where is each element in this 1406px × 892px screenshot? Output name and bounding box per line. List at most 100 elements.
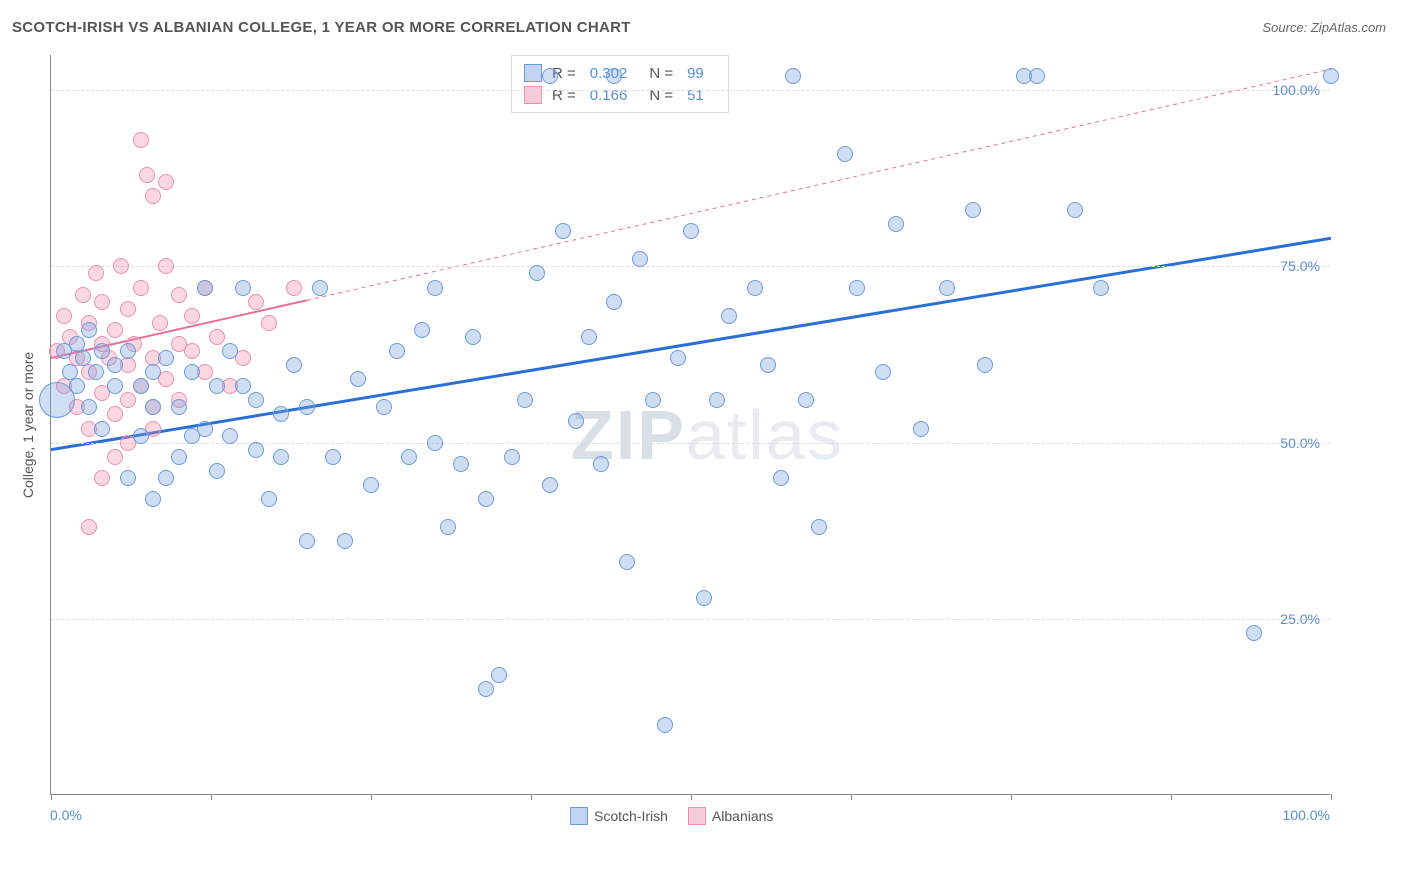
scatter-point bbox=[1323, 68, 1339, 84]
scatter-point bbox=[107, 357, 123, 373]
scatter-point bbox=[760, 357, 776, 373]
scatter-point bbox=[632, 251, 648, 267]
chart-title: SCOTCH-IRISH VS ALBANIAN COLLEGE, 1 YEAR… bbox=[12, 19, 631, 36]
scatter-point bbox=[171, 399, 187, 415]
scatter-point bbox=[670, 350, 686, 366]
scatter-point bbox=[184, 364, 200, 380]
stat-label-r: R = bbox=[552, 87, 576, 104]
scatter-point bbox=[113, 258, 129, 274]
scatter-point bbox=[837, 146, 853, 162]
swatch-icon bbox=[688, 807, 706, 825]
scatter-point bbox=[273, 406, 289, 422]
scatter-point bbox=[1246, 625, 1262, 641]
scatter-point bbox=[209, 329, 225, 345]
scatter-point bbox=[1067, 202, 1083, 218]
scatter-point bbox=[197, 421, 213, 437]
scatter-point bbox=[107, 322, 123, 338]
scatter-point bbox=[888, 216, 904, 232]
scatter-point bbox=[235, 378, 251, 394]
scatter-point bbox=[94, 421, 110, 437]
plot-area: ZIPatlas R =0.302 N =99 R =0.166 N =51 2… bbox=[50, 55, 1330, 795]
x-tick bbox=[851, 794, 852, 800]
scatter-point bbox=[171, 449, 187, 465]
scatter-point bbox=[427, 435, 443, 451]
legend-label: Albanians bbox=[712, 808, 774, 824]
scatter-point bbox=[785, 68, 801, 84]
x-tick bbox=[1331, 794, 1332, 800]
scatter-point bbox=[273, 449, 289, 465]
scatter-point bbox=[107, 406, 123, 422]
x-tick bbox=[691, 794, 692, 800]
scatter-point bbox=[209, 463, 225, 479]
scatter-point bbox=[145, 364, 161, 380]
y-tick-label: 75.0% bbox=[1280, 258, 1320, 274]
swatch-icon bbox=[524, 64, 542, 82]
legend-bottom: Scotch-Irish Albanians bbox=[570, 807, 773, 825]
scatter-point bbox=[133, 132, 149, 148]
scatter-point bbox=[939, 280, 955, 296]
scatter-point bbox=[453, 456, 469, 472]
gridline bbox=[51, 90, 1330, 91]
scatter-point bbox=[875, 364, 891, 380]
scatter-point bbox=[414, 322, 430, 338]
scatter-point bbox=[299, 533, 315, 549]
stat-n-value: 51 bbox=[687, 87, 704, 104]
scatter-point bbox=[145, 188, 161, 204]
y-tick-label: 50.0% bbox=[1280, 435, 1320, 451]
stat-label-n: N = bbox=[649, 65, 673, 82]
scatter-point bbox=[120, 392, 136, 408]
legend-item: Scotch-Irish bbox=[570, 807, 668, 825]
legend-label: Scotch-Irish bbox=[594, 808, 668, 824]
scatter-point bbox=[94, 470, 110, 486]
scatter-point bbox=[389, 343, 405, 359]
scatter-point bbox=[913, 421, 929, 437]
scatter-point bbox=[75, 287, 91, 303]
scatter-point bbox=[261, 491, 277, 507]
scatter-point bbox=[184, 308, 200, 324]
scatter-point bbox=[88, 364, 104, 380]
scatter-point bbox=[145, 399, 161, 415]
scatter-point bbox=[465, 329, 481, 345]
scatter-point bbox=[440, 519, 456, 535]
x-tick bbox=[211, 794, 212, 800]
scatter-point bbox=[568, 413, 584, 429]
x-tick bbox=[1011, 794, 1012, 800]
scatter-point bbox=[811, 519, 827, 535]
swatch-icon bbox=[524, 86, 542, 104]
scatter-point bbox=[747, 280, 763, 296]
scatter-point bbox=[81, 322, 97, 338]
scatter-point bbox=[721, 308, 737, 324]
scatter-point bbox=[798, 392, 814, 408]
scatter-point bbox=[152, 315, 168, 331]
scatter-point bbox=[158, 174, 174, 190]
y-tick-label: 25.0% bbox=[1280, 611, 1320, 627]
scatter-point bbox=[619, 554, 635, 570]
scatter-point bbox=[56, 308, 72, 324]
x-tick bbox=[371, 794, 372, 800]
watermark-suffix: atlas bbox=[686, 396, 844, 474]
scatter-point bbox=[197, 280, 213, 296]
stats-row-series-1: R =0.166 N =51 bbox=[524, 84, 716, 106]
chart-header: SCOTCH-IRISH VS ALBANIAN COLLEGE, 1 YEAR… bbox=[0, 0, 1406, 50]
x-tick bbox=[1171, 794, 1172, 800]
scatter-point bbox=[286, 280, 302, 296]
scatter-point bbox=[645, 392, 661, 408]
scatter-point bbox=[555, 223, 571, 239]
trend-lines-svg bbox=[51, 55, 1331, 795]
scatter-point bbox=[120, 343, 136, 359]
swatch-icon bbox=[570, 807, 588, 825]
scatter-point bbox=[683, 223, 699, 239]
scatter-point bbox=[75, 350, 91, 366]
scatter-point bbox=[517, 392, 533, 408]
scatter-point bbox=[171, 287, 187, 303]
scatter-point bbox=[261, 315, 277, 331]
scatter-point bbox=[133, 280, 149, 296]
scatter-point bbox=[325, 449, 341, 465]
scatter-point bbox=[120, 470, 136, 486]
scatter-point bbox=[427, 280, 443, 296]
scatter-point bbox=[376, 399, 392, 415]
scatter-point bbox=[977, 357, 993, 373]
scatter-point bbox=[81, 399, 97, 415]
scatter-point bbox=[222, 343, 238, 359]
scatter-point bbox=[478, 681, 494, 697]
